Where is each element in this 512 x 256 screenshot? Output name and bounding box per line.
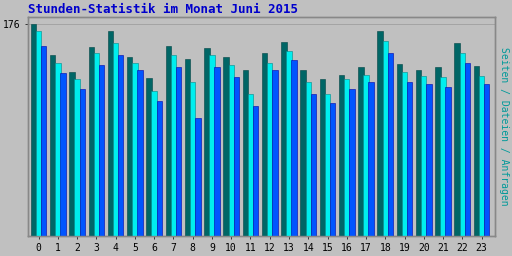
Bar [388, 53, 393, 236]
Bar [223, 57, 229, 236]
Bar [440, 77, 446, 236]
Bar [484, 84, 489, 236]
Bar [421, 76, 426, 236]
Bar [364, 74, 369, 236]
Bar [74, 79, 80, 236]
Bar [382, 41, 388, 236]
Bar [108, 31, 113, 236]
Y-axis label: Seiten / Dateien / Anfragen: Seiten / Dateien / Anfragen [499, 47, 509, 206]
Bar [209, 55, 215, 236]
Bar [233, 77, 239, 236]
Bar [281, 42, 287, 236]
Bar [31, 24, 36, 236]
Bar [55, 63, 60, 236]
Bar [445, 87, 451, 236]
Bar [170, 55, 176, 236]
Bar [137, 70, 143, 236]
Bar [272, 70, 278, 236]
Bar [286, 51, 292, 236]
Bar [325, 94, 330, 236]
Bar [127, 57, 133, 236]
Bar [344, 79, 350, 236]
Bar [291, 60, 297, 236]
Bar [118, 55, 123, 236]
Bar [228, 65, 234, 236]
Bar [243, 70, 248, 236]
Bar [474, 66, 479, 236]
Bar [60, 73, 66, 236]
Bar [465, 63, 470, 236]
Bar [262, 53, 267, 236]
Bar [157, 101, 162, 236]
Bar [99, 65, 104, 236]
Bar [113, 43, 118, 236]
Text: Stunden-Statistik im Monat Juni 2015: Stunden-Statistik im Monat Juni 2015 [28, 3, 298, 16]
Bar [377, 31, 383, 236]
Bar [349, 89, 355, 236]
Bar [36, 31, 41, 236]
Bar [253, 106, 258, 236]
Bar [479, 76, 484, 236]
Bar [165, 46, 171, 236]
Bar [94, 53, 99, 236]
Bar [407, 82, 412, 236]
Bar [306, 82, 311, 236]
Bar [455, 43, 460, 236]
Bar [146, 78, 152, 236]
Bar [248, 94, 253, 236]
Bar [132, 63, 138, 236]
Bar [69, 72, 75, 236]
Bar [79, 89, 85, 236]
Bar [267, 63, 272, 236]
Bar [195, 118, 201, 236]
Bar [435, 67, 441, 236]
Bar [397, 64, 402, 236]
Bar [319, 79, 325, 236]
Bar [41, 46, 47, 236]
Bar [301, 70, 306, 236]
Bar [460, 53, 465, 236]
Bar [152, 91, 157, 236]
Bar [190, 82, 196, 236]
Bar [426, 84, 432, 236]
Bar [176, 67, 181, 236]
Bar [204, 48, 209, 236]
Bar [215, 67, 220, 236]
Bar [185, 59, 190, 236]
Bar [50, 55, 55, 236]
Bar [89, 47, 94, 236]
Bar [339, 74, 345, 236]
Bar [358, 67, 364, 236]
Bar [330, 103, 335, 236]
Bar [402, 72, 407, 236]
Bar [311, 94, 316, 236]
Bar [369, 82, 374, 236]
Bar [416, 70, 421, 236]
